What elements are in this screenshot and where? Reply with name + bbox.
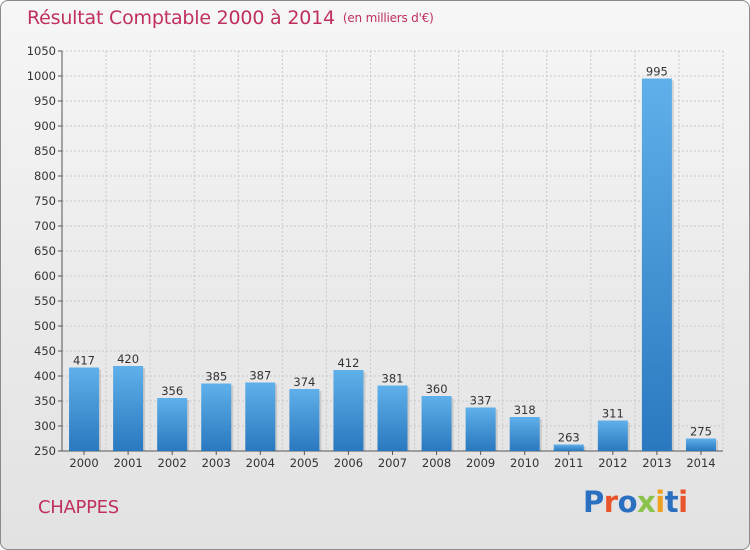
- y-tick-label: 850: [34, 144, 56, 158]
- value-label: 995: [646, 65, 668, 79]
- value-label: 318: [514, 403, 536, 417]
- y-tick-label: 650: [34, 244, 56, 258]
- value-label: 360: [426, 382, 448, 396]
- value-labels: 417 420 356 385 387 374 412 381 360 337 318 263 311 9…: [73, 65, 712, 445]
- y-tick-label: 450: [34, 344, 56, 358]
- tick-labels: 250 300 350 400 450 500 550 600 650 700 750 800 850 9…: [27, 44, 716, 470]
- x-tick-label: 2008: [422, 456, 451, 470]
- logo-letter: o: [617, 485, 638, 519]
- x-tick-label: 2012: [598, 456, 627, 470]
- value-label: 387: [249, 369, 271, 383]
- bar-2010[interactable]: [509, 417, 540, 451]
- y-tick-label: 600: [34, 269, 56, 283]
- bar-2011[interactable]: [553, 444, 584, 452]
- value-label: 263: [558, 431, 580, 445]
- logo-letter: i: [655, 485, 665, 519]
- value-label: 412: [337, 356, 359, 370]
- bar-2003[interactable]: [201, 383, 232, 452]
- y-tick-label: 400: [34, 369, 56, 383]
- x-tick-label: 2007: [378, 456, 407, 470]
- bar-2013[interactable]: [641, 78, 672, 452]
- chart-title: Résultat Comptable 2000 à 2014 (en millie…: [27, 7, 434, 29]
- y-tick-label: 700: [34, 219, 56, 233]
- bar-2008[interactable]: [421, 396, 452, 451]
- x-tick-label: 2005: [290, 456, 319, 470]
- bar-2014[interactable]: [685, 438, 716, 452]
- value-label: 356: [161, 384, 183, 398]
- bar-2004[interactable]: [245, 382, 276, 452]
- y-tick-label: 300: [34, 419, 56, 433]
- commune-name: CHAPPES: [38, 497, 119, 518]
- chart-subtitle: (en milliers d'€): [342, 11, 434, 25]
- grid-lines: [61, 50, 724, 452]
- logo-letter: x: [637, 485, 656, 519]
- x-tick-label: 2014: [686, 456, 715, 470]
- y-tick-label: 1000: [27, 69, 56, 83]
- y-tick-label: 350: [34, 394, 56, 408]
- x-tick-label: 2006: [334, 456, 363, 470]
- value-label: 385: [205, 370, 227, 384]
- logo-letter: i: [678, 485, 688, 519]
- y-tick-label: 1050: [27, 44, 56, 58]
- x-tick-label: 2000: [69, 456, 98, 470]
- y-tick-label: 500: [34, 319, 56, 333]
- bar-2006[interactable]: [333, 370, 364, 451]
- value-label: 374: [293, 375, 315, 389]
- y-tick-label: 550: [34, 294, 56, 308]
- y-tick-label: 900: [34, 119, 56, 133]
- x-tick-label: 2002: [158, 456, 187, 470]
- bar-2002[interactable]: [157, 398, 188, 451]
- logo-letter: P: [583, 485, 604, 519]
- y-tick-label: 950: [34, 94, 56, 108]
- bars: [69, 78, 718, 452]
- x-tick-label: 2009: [466, 456, 495, 470]
- value-label: 420: [117, 352, 139, 366]
- bar-2001[interactable]: [113, 366, 144, 451]
- x-tick-label: 2003: [202, 456, 231, 470]
- bar-2005[interactable]: [289, 389, 320, 451]
- logo-letter: t: [664, 485, 679, 519]
- x-tick-label: 2001: [113, 456, 142, 470]
- y-tick-label: 800: [34, 169, 56, 183]
- x-tick-label: 2013: [642, 456, 671, 470]
- value-label: 381: [382, 372, 404, 386]
- bar-2012[interactable]: [597, 420, 628, 452]
- x-tick-label: 2004: [246, 456, 275, 470]
- value-label: 275: [690, 425, 712, 439]
- x-tick-label: 2010: [510, 456, 539, 470]
- logo-letter: r: [603, 485, 618, 519]
- bar-2007[interactable]: [377, 385, 408, 452]
- value-label: 337: [470, 394, 492, 408]
- value-label: 311: [602, 407, 624, 421]
- y-tick-label: 250: [34, 444, 56, 458]
- y-tick-label: 750: [34, 194, 56, 208]
- chart-title-text: Résultat Comptable 2000 à 2014: [27, 7, 335, 29]
- x-tick-label: 2011: [554, 456, 583, 470]
- bar-2000[interactable]: [69, 367, 100, 452]
- proxiti-logo[interactable]: Proxiti: [583, 485, 688, 519]
- value-label: 417: [73, 354, 95, 368]
- bar-2009[interactable]: [465, 407, 496, 452]
